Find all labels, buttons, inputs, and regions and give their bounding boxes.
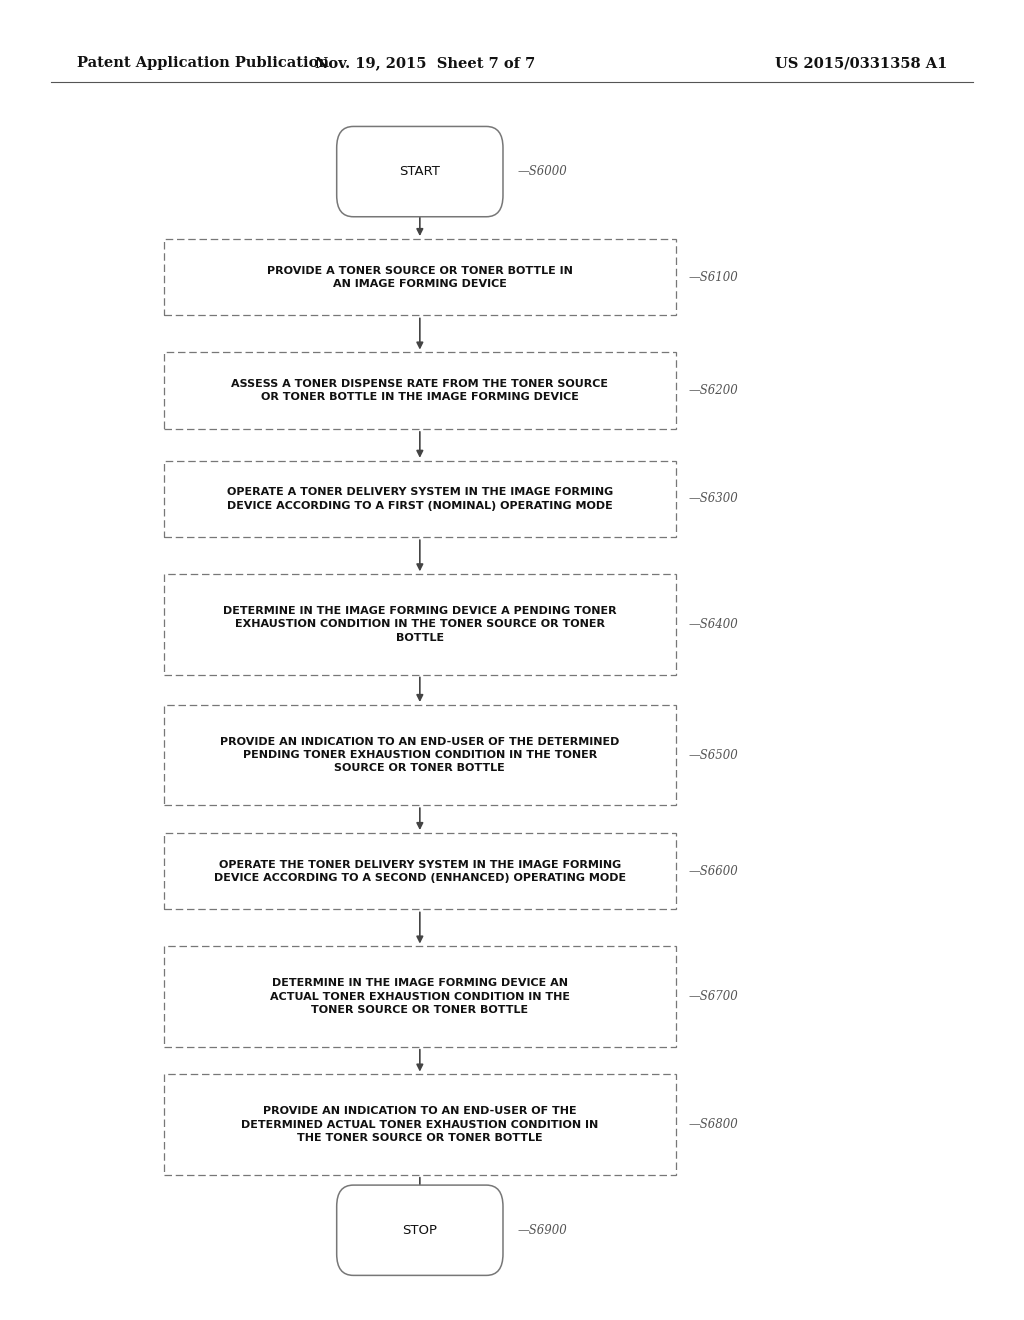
Text: —S6400: —S6400 (688, 618, 738, 631)
FancyBboxPatch shape (164, 946, 676, 1047)
Text: —S6200: —S6200 (688, 384, 738, 397)
Text: OPERATE THE TONER DELIVERY SYSTEM IN THE IMAGE FORMING
DEVICE ACCORDING TO A SEC: OPERATE THE TONER DELIVERY SYSTEM IN THE… (214, 859, 626, 883)
FancyBboxPatch shape (164, 574, 676, 675)
Text: —S6300: —S6300 (688, 492, 738, 506)
FancyBboxPatch shape (164, 461, 676, 537)
Text: —S6500: —S6500 (688, 748, 738, 762)
Text: ASSESS A TONER DISPENSE RATE FROM THE TONER SOURCE
OR TONER BOTTLE IN THE IMAGE : ASSESS A TONER DISPENSE RATE FROM THE TO… (231, 379, 608, 403)
Text: —S6900: —S6900 (517, 1224, 567, 1237)
Text: —S6700: —S6700 (688, 990, 738, 1003)
Text: PROVIDE A TONER SOURCE OR TONER BOTTLE IN
AN IMAGE FORMING DEVICE: PROVIDE A TONER SOURCE OR TONER BOTTLE I… (267, 265, 572, 289)
FancyBboxPatch shape (337, 127, 503, 216)
Text: OPERATE A TONER DELIVERY SYSTEM IN THE IMAGE FORMING
DEVICE ACCORDING TO A FIRST: OPERATE A TONER DELIVERY SYSTEM IN THE I… (226, 487, 613, 511)
FancyBboxPatch shape (164, 352, 676, 429)
Text: PROVIDE AN INDICATION TO AN END-USER OF THE
DETERMINED ACTUAL TONER EXHAUSTION C: PROVIDE AN INDICATION TO AN END-USER OF … (242, 1106, 598, 1143)
Text: Patent Application Publication: Patent Application Publication (77, 57, 329, 70)
Text: STOP: STOP (402, 1224, 437, 1237)
FancyBboxPatch shape (164, 239, 676, 315)
Text: —S6800: —S6800 (688, 1118, 738, 1131)
Text: —S6100: —S6100 (688, 271, 738, 284)
FancyBboxPatch shape (164, 1074, 676, 1175)
Text: FIG. 6: FIG. 6 (372, 1246, 468, 1278)
Text: —S6600: —S6600 (688, 865, 738, 878)
Text: —S6000: —S6000 (517, 165, 567, 178)
Text: DETERMINE IN THE IMAGE FORMING DEVICE AN
ACTUAL TONER EXHAUSTION CONDITION IN TH: DETERMINE IN THE IMAGE FORMING DEVICE AN… (270, 978, 569, 1015)
Text: DETERMINE IN THE IMAGE FORMING DEVICE A PENDING TONER
EXHAUSTION CONDITION IN TH: DETERMINE IN THE IMAGE FORMING DEVICE A … (223, 606, 616, 643)
Text: START: START (399, 165, 440, 178)
Text: PROVIDE AN INDICATION TO AN END-USER OF THE DETERMINED
PENDING TONER EXHAUSTION : PROVIDE AN INDICATION TO AN END-USER OF … (220, 737, 620, 774)
Text: US 2015/0331358 A1: US 2015/0331358 A1 (775, 57, 947, 70)
FancyBboxPatch shape (337, 1185, 503, 1275)
FancyBboxPatch shape (164, 705, 676, 805)
Text: Nov. 19, 2015  Sheet 7 of 7: Nov. 19, 2015 Sheet 7 of 7 (314, 57, 536, 70)
FancyBboxPatch shape (164, 833, 676, 909)
